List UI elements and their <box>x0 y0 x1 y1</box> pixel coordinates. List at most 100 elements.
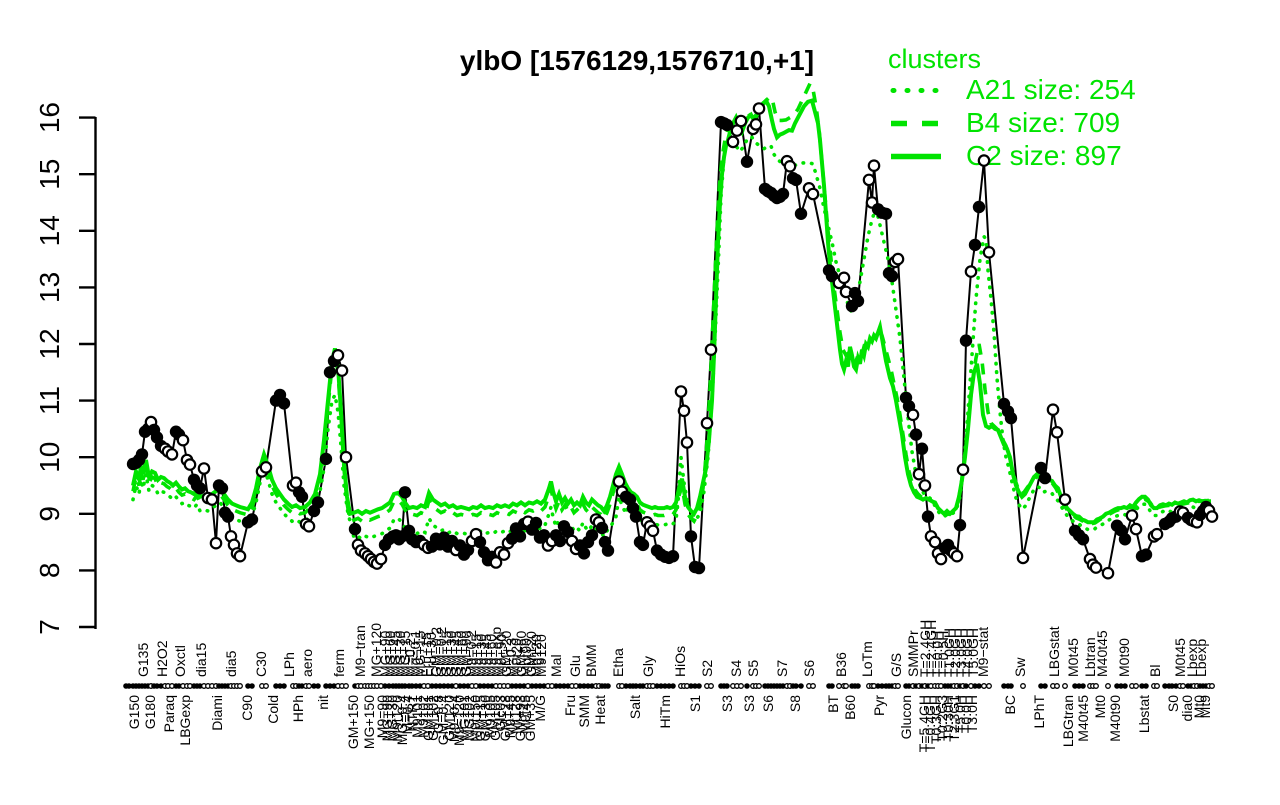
svg-text:GM+30: GM+30 <box>443 630 459 677</box>
svg-text:BMM: BMM <box>583 644 599 677</box>
svg-text:GM+90: GM+90 <box>458 630 474 677</box>
svg-text:S8: S8 <box>787 695 803 712</box>
svg-text:Oxctl: Oxctl <box>172 645 188 677</box>
svg-text:11: 11 <box>34 386 65 415</box>
svg-text:MG+45: MG+45 <box>387 630 403 677</box>
svg-text:T=5.4GH: T=5.4GH <box>916 695 932 752</box>
svg-text:C30: C30 <box>253 651 269 677</box>
svg-text:Pyr: Pyr <box>871 695 887 716</box>
svg-text:13: 13 <box>34 272 65 303</box>
svg-text:M9−exp: M9−exp <box>488 627 504 677</box>
svg-text:dia15: dia15 <box>193 643 209 677</box>
svg-text:M9t120: M9t120 <box>389 695 405 742</box>
svg-text:MG+30: MG+30 <box>384 695 400 742</box>
svg-text:BC: BC <box>1002 695 1018 714</box>
svg-text:Paraq: Paraq <box>161 695 177 732</box>
svg-text:M/G: M/G <box>532 695 548 721</box>
svg-text:16: 16 <box>34 102 65 133</box>
svg-text:Glu: Glu <box>567 655 583 677</box>
svg-text:GM+60: GM+60 <box>453 630 469 677</box>
svg-text:T=0.0H: T=0.0H <box>929 631 945 677</box>
svg-text:Fru: Fru <box>562 695 578 716</box>
svg-text:Lbexp: Lbexp <box>1193 639 1209 677</box>
svg-text:S3: S3 <box>719 695 735 712</box>
svg-text:Etha: Etha <box>610 648 626 677</box>
svg-text:M9+90: M9+90 <box>493 634 509 677</box>
svg-text:MG102: MG102 <box>461 695 477 741</box>
svg-text:nit: nit <box>315 695 331 710</box>
svg-text:Diami: Diami <box>209 695 225 731</box>
svg-text:G150: G150 <box>126 695 142 729</box>
svg-text:GM=0.2: GM=0.2 <box>433 627 449 677</box>
svg-text:MG+30: MG+30 <box>392 630 408 677</box>
svg-text:Cold: Cold <box>265 695 281 724</box>
svg-text:T0:0H: T0:0H <box>958 695 974 733</box>
svg-text:S7: S7 <box>774 660 790 677</box>
svg-text:M40t45: M40t45 <box>1075 695 1091 742</box>
svg-text:Mal: Mal <box>548 654 564 677</box>
svg-text:Gly: Gly <box>640 656 656 677</box>
svg-text:M9120: M9120 <box>533 634 549 677</box>
svg-text:8: 8 <box>34 563 65 579</box>
svg-text:M40t45: M40t45 <box>1094 630 1110 677</box>
svg-text:S2: S2 <box>699 660 715 677</box>
svg-text:Mt0: Mt0 <box>1191 695 1207 719</box>
svg-text:M9102: M9102 <box>415 695 431 738</box>
svg-text:M0t45: M0t45 <box>1065 638 1081 677</box>
svg-text:Mt128: Mt128 <box>507 695 523 734</box>
svg-text:GM+15: GM+15 <box>438 630 454 677</box>
svg-text:Glucon: Glucon <box>898 695 914 739</box>
svg-text:10: 10 <box>34 442 65 473</box>
svg-text:HiTm: HiTm <box>657 695 673 728</box>
svg-text:G135: G135 <box>135 643 151 677</box>
svg-text:MG101: MG101 <box>456 695 472 741</box>
svg-text:G180: G180 <box>142 695 158 729</box>
svg-text:G−0.8: G−0.8 <box>430 695 446 734</box>
svg-text:GM+15: GM+15 <box>472 695 488 742</box>
svg-text:SMMPr: SMMPr <box>905 630 921 677</box>
svg-text:M=0.3: M=0.3 <box>503 637 519 677</box>
svg-text:GM+60: GM+60 <box>513 630 529 677</box>
svg-text:BT: BT <box>825 695 841 713</box>
svg-text:Salt: Salt <box>627 695 643 719</box>
svg-text:Fru+15: Fru+15 <box>418 632 434 677</box>
svg-text:T=2.4GH: T=2.4GH <box>923 620 939 677</box>
svg-text:M40t90: M40t90 <box>1107 695 1123 742</box>
svg-text:GM+35: GM+35 <box>522 695 538 742</box>
svg-text:M9+30: M9+30 <box>473 634 489 677</box>
svg-text:M9t45: M9t45 <box>517 695 533 734</box>
svg-text:dia0: dia0 <box>1179 695 1195 722</box>
svg-text:M9+45: M9+45 <box>502 695 518 738</box>
svg-text:M9−tran: M9−tran <box>352 625 368 677</box>
svg-text:Mg=0.1: Mg=0.1 <box>407 630 423 677</box>
svg-text:Heat: Heat <box>592 695 608 725</box>
svg-text:M9=0.2: M9=0.2 <box>463 630 479 677</box>
svg-text:T2:3G1: T2:3G1 <box>946 695 962 742</box>
svg-text:A21 size: 254: A21 size: 254 <box>966 74 1136 105</box>
svg-text:clusters: clusters <box>888 44 981 74</box>
svg-text:7: 7 <box>34 619 65 635</box>
svg-text:T2:0GH: T2:0GH <box>947 628 963 677</box>
svg-text:M=0.4: M=0.4 <box>399 695 415 735</box>
svg-text:MG+120: MG+120 <box>368 623 384 677</box>
svg-text:GM120: GM120 <box>441 695 457 741</box>
svg-text:GM101: GM101 <box>420 695 436 741</box>
svg-text:MG+90: MG+90 <box>377 630 393 677</box>
svg-text:S4: S4 <box>728 660 744 677</box>
svg-text:GM+28: GM+28 <box>497 695 513 742</box>
svg-text:M9+45: M9+45 <box>478 634 494 677</box>
svg-text:Lbstat: Lbstat <box>1136 695 1152 733</box>
svg-text:LBGexp: LBGexp <box>177 695 193 746</box>
svg-text:T3:0H: T3:0H <box>964 695 980 733</box>
svg-text:G/S: G/S <box>888 653 904 677</box>
svg-text:GM+30: GM+30 <box>477 695 493 742</box>
svg-text:S5: S5 <box>745 660 761 677</box>
svg-text:GM102: GM102 <box>425 695 441 741</box>
svg-text:M9t150: M9t150 <box>467 695 483 742</box>
svg-text:T5:0GH: T5:0GH <box>965 628 981 677</box>
svg-text:HiOs: HiOs <box>672 646 688 677</box>
svg-text:C2 size: 897: C2 size: 897 <box>966 140 1122 171</box>
svg-text:M0t45: M0t45 <box>1172 638 1188 677</box>
svg-text:LBGstat: LBGstat <box>1046 626 1062 677</box>
svg-text:GM+93: GM+93 <box>512 695 528 742</box>
